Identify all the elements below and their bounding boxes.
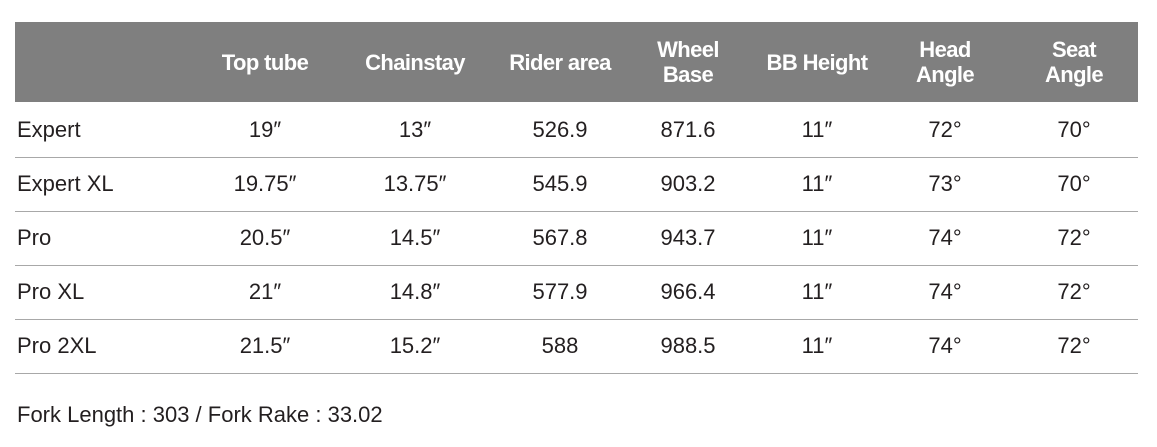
table-cell: 19.75″	[233, 171, 297, 196]
column-header: Chainstay	[365, 49, 465, 75]
table-cell: 988.5	[660, 333, 716, 358]
table-cell: 13.75″	[383, 171, 447, 196]
table-cell: 567.8	[532, 225, 588, 250]
row-label: Expert	[17, 117, 81, 142]
table-cell: 11″	[801, 225, 833, 250]
table-cell: 11″	[801, 171, 833, 196]
table-cell: 73°	[928, 171, 962, 196]
column-header: Head Angle	[915, 37, 975, 87]
table-cell: 21″	[248, 279, 282, 304]
footnote: Fork Length : 303 / Fork Rake : 33.02	[17, 402, 383, 427]
row-separator	[15, 373, 1138, 374]
column-header: BB Height	[766, 49, 869, 75]
table-cell: 526.9	[532, 117, 588, 142]
row-label: Pro XL	[17, 279, 85, 304]
table-cell: 14.8″	[389, 279, 441, 304]
table-cell: 72°	[1057, 225, 1091, 250]
column-header: Wheel Base	[657, 37, 719, 87]
table-cell: 11″	[801, 279, 833, 304]
column-header: Seat Angle	[1044, 37, 1104, 87]
header-background	[15, 22, 1138, 102]
table-cell: 74°	[928, 279, 962, 304]
table-cell: 72°	[928, 117, 962, 142]
table-cell: 74°	[928, 225, 962, 250]
table-cell: 14.5″	[389, 225, 441, 250]
table-cell: 903.2	[660, 171, 716, 196]
table-cell: 21.5″	[239, 333, 291, 358]
table-cell: 577.9	[532, 279, 588, 304]
table-cell: 74°	[928, 333, 962, 358]
table-cell: 871.6	[660, 117, 716, 142]
table-cell: 13″	[398, 117, 432, 142]
table-cell: 15.2″	[389, 333, 441, 358]
table-cell: 72°	[1057, 279, 1091, 304]
table-cell: 11″	[801, 333, 833, 358]
row-label: Pro	[17, 225, 52, 250]
table-cell: 545.9	[532, 171, 588, 196]
table-cell: 11″	[801, 117, 833, 142]
table-cell: 588	[541, 333, 579, 358]
column-header: Rider area	[509, 49, 611, 75]
table-cell: 966.4	[660, 279, 716, 304]
row-label: Expert XL	[17, 171, 114, 196]
table-cell: 72°	[1057, 333, 1091, 358]
table-cell: 19″	[248, 117, 282, 142]
row-separator	[15, 319, 1138, 320]
row-separator	[15, 157, 1138, 158]
table-cell: 70°	[1057, 117, 1091, 142]
row-label: Pro 2XL	[17, 333, 97, 358]
table-cell: 943.7	[660, 225, 716, 250]
row-separator	[15, 265, 1138, 266]
column-header: Top tube	[221, 49, 309, 75]
table-cell: 20.5″	[239, 225, 291, 250]
table-cell: 70°	[1057, 171, 1091, 196]
row-separator	[15, 211, 1138, 212]
